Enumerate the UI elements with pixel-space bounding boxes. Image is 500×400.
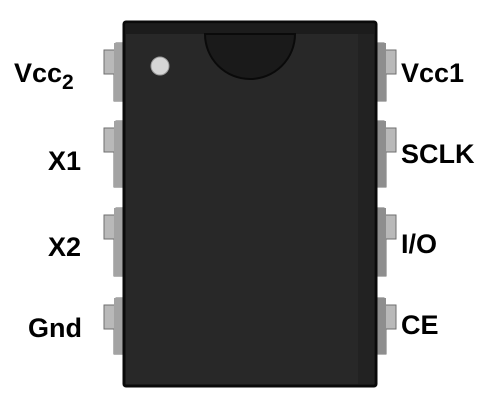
- pin-label-vcc2: Vcc2: [14, 58, 74, 93]
- chip-top-edge: [126, 24, 374, 34]
- left-pin-3: [103, 207, 125, 277]
- pin-label-vcc1: Vcc1: [401, 58, 465, 88]
- chip-right-shade: [358, 34, 374, 384]
- right-pin-7: [375, 120, 397, 188]
- left-pin-1: [103, 42, 125, 102]
- left-pin-2: [103, 120, 125, 188]
- pin-label-x2: X2: [48, 232, 82, 262]
- pin-label-gnd: Gnd: [28, 313, 82, 343]
- pin-label-sclk: SCLK: [401, 139, 475, 169]
- right-pin-8: [375, 42, 397, 102]
- pin-label-io: I/O: [401, 229, 438, 259]
- right-pin-5: [375, 297, 397, 355]
- left-pin-4: [103, 297, 125, 355]
- pin-label-x1: X1: [48, 146, 82, 176]
- orientation-notch: [203, 33, 297, 80]
- pin1-dot: [150, 56, 170, 76]
- right-pin-6: [375, 207, 397, 277]
- pin-label-vcc2-text: Vcc: [14, 58, 63, 88]
- pin-label-vcc2-subscript: 2: [62, 71, 74, 94]
- chip-body: [122, 20, 378, 388]
- pin-label-ce: CE: [401, 310, 439, 340]
